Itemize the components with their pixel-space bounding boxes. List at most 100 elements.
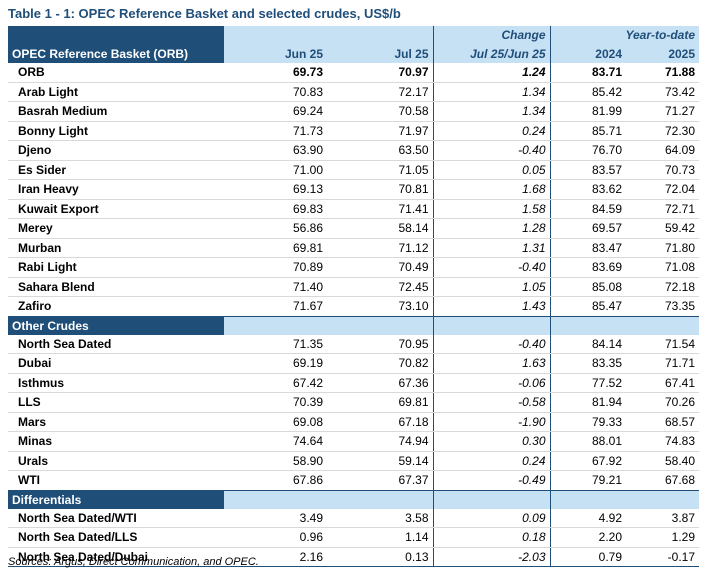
section-header-row: Other Crudes [8, 316, 700, 335]
ytd-group-header: Year-to-date [550, 26, 700, 45]
value-ytd-2024: 76.70 [550, 140, 626, 161]
value-jun25: 70.39 [224, 392, 327, 413]
value-ytd-2024: 84.14 [550, 334, 626, 354]
section-header-row: Differentials [8, 490, 700, 509]
value-jul25: 70.97 [327, 63, 433, 83]
value-change: 1.34 [432, 101, 551, 122]
crude-name: Basrah Medium [8, 101, 224, 122]
value-jun25: 56.86 [224, 218, 327, 239]
value-jun25: 69.73 [224, 63, 327, 83]
value-change: 1.43 [432, 296, 551, 317]
value-ytd-2024: 83.71 [550, 63, 626, 83]
value-ytd-2025: 71.08 [626, 257, 700, 278]
value-jun25: 67.86 [224, 470, 327, 491]
value-jun25: 71.73 [224, 121, 327, 141]
value-ytd-2025: 71.71 [626, 353, 700, 374]
value-change: -0.49 [432, 470, 551, 491]
value-jun25: 69.08 [224, 412, 327, 432]
crude-name: Rabi Light [8, 257, 224, 278]
value-ytd-2024: 83.69 [550, 257, 626, 278]
value-ytd-2025: 59.42 [626, 218, 700, 239]
value-ytd-2025: -0.17 [626, 547, 700, 567]
table-row: North Sea Dated/WTI 3.49 3.58 0.09 4.92 3.87 [8, 508, 700, 528]
table-row: Djeno 63.90 63.50 -0.40 76.70 64.09 [8, 140, 700, 161]
table-row: Bonny Light 71.73 71.97 0.24 85.71 72.30 [8, 121, 700, 141]
crude-name: North Sea Dated/WTI [8, 508, 224, 528]
value-jun25: 70.83 [224, 82, 327, 102]
value-change: 1.28 [432, 218, 551, 239]
value-ytd-2024: 83.62 [550, 179, 626, 200]
value-jul25: 70.58 [327, 101, 433, 122]
table-row: Kuwait Export 69.83 71.41 1.58 84.59 72.71 [8, 199, 700, 219]
value-jul25: 70.49 [327, 257, 433, 278]
section-label: Differentials [8, 490, 224, 509]
table-row: North Sea Dated/Dubai 2.16 0.13 -2.03 0.79 -0… [8, 547, 700, 567]
value-jul25: 63.50 [327, 140, 433, 161]
value-ytd-2024: 85.47 [550, 296, 626, 317]
table-row: Urals 58.90 59.14 0.24 67.92 58.40 [8, 451, 700, 471]
value-jun25: 69.19 [224, 353, 327, 374]
value-ytd-2025: 67.68 [626, 470, 700, 491]
value-jul25: 71.41 [327, 199, 433, 219]
table-row: Merey 56.86 58.14 1.28 69.57 59.42 [8, 218, 700, 239]
crude-name: Minas [8, 431, 224, 452]
column-header-2024: 2024 [550, 44, 626, 63]
value-change: -0.40 [432, 257, 551, 278]
value-jul25: 72.45 [327, 277, 433, 297]
value-jun25: 69.83 [224, 199, 327, 219]
crude-name: Murban [8, 238, 224, 258]
value-change: 1.05 [432, 277, 551, 297]
table-row: Es Sider 71.00 71.05 0.05 83.57 70.73 [8, 160, 700, 180]
value-ytd-2024: 0.79 [550, 547, 626, 567]
value-ytd-2024: 67.92 [550, 451, 626, 471]
column-header-2025: 2025 [626, 44, 700, 63]
crude-name: Zafiro [8, 296, 224, 317]
value-jul25: 59.14 [327, 451, 433, 471]
value-change: -1.90 [432, 412, 551, 432]
table-row: Minas 74.64 74.94 0.30 88.01 74.83 [8, 431, 700, 452]
value-jul25: 73.10 [327, 296, 433, 317]
table-row: Dubai 69.19 70.82 1.63 83.35 71.71 [8, 353, 700, 374]
value-jun25: 71.67 [224, 296, 327, 317]
value-ytd-2025: 72.04 [626, 179, 700, 200]
value-ytd-2024: 77.52 [550, 373, 626, 393]
header-group-row: Change Year-to-date [8, 26, 700, 45]
value-ytd-2024: 88.01 [550, 431, 626, 452]
value-change: 0.30 [432, 431, 551, 452]
value-change: -2.03 [432, 547, 551, 567]
value-jun25: 3.49 [224, 508, 327, 528]
value-jul25: 58.14 [327, 218, 433, 239]
crude-name: North Sea Dated/LLS [8, 527, 224, 548]
value-ytd-2024: 85.71 [550, 121, 626, 141]
table-row: WTI 67.86 67.37 -0.49 79.21 67.68 [8, 470, 700, 491]
value-ytd-2024: 4.92 [550, 508, 626, 528]
value-ytd-2025: 58.40 [626, 451, 700, 471]
value-jun25: 70.89 [224, 257, 327, 278]
value-change: 1.58 [432, 199, 551, 219]
value-ytd-2025: 73.42 [626, 82, 700, 102]
value-ytd-2025: 71.27 [626, 101, 700, 122]
value-ytd-2024: 79.33 [550, 412, 626, 432]
value-jul25: 72.17 [327, 82, 433, 102]
table-row: Zafiro 71.67 73.10 1.43 85.47 73.35 [8, 296, 700, 317]
value-ytd-2024: 85.08 [550, 277, 626, 297]
value-ytd-2024: 81.99 [550, 101, 626, 122]
value-ytd-2025: 64.09 [626, 140, 700, 161]
value-jun25: 58.90 [224, 451, 327, 471]
header-corner [8, 26, 224, 45]
column-header-jul25: Jul 25 [327, 44, 433, 63]
value-ytd-2025: 67.41 [626, 373, 700, 393]
value-ytd-2024: 85.42 [550, 82, 626, 102]
table-row: Mars 69.08 67.18 -1.90 79.33 68.57 [8, 412, 700, 432]
value-change: 0.24 [432, 121, 551, 141]
value-change: 0.05 [432, 160, 551, 180]
value-change: 1.34 [432, 82, 551, 102]
value-change: 1.68 [432, 179, 551, 200]
value-jul25: 71.12 [327, 238, 433, 258]
value-jun25: 67.42 [224, 373, 327, 393]
table-row: Isthmus 67.42 67.36 -0.06 77.52 67.41 [8, 373, 700, 393]
value-change: -0.58 [432, 392, 551, 413]
header-row: OPEC Reference Basket (ORB) Jun 25 Jul 2… [8, 44, 700, 63]
value-ytd-2025: 3.87 [626, 508, 700, 528]
value-ytd-2025: 73.35 [626, 296, 700, 317]
